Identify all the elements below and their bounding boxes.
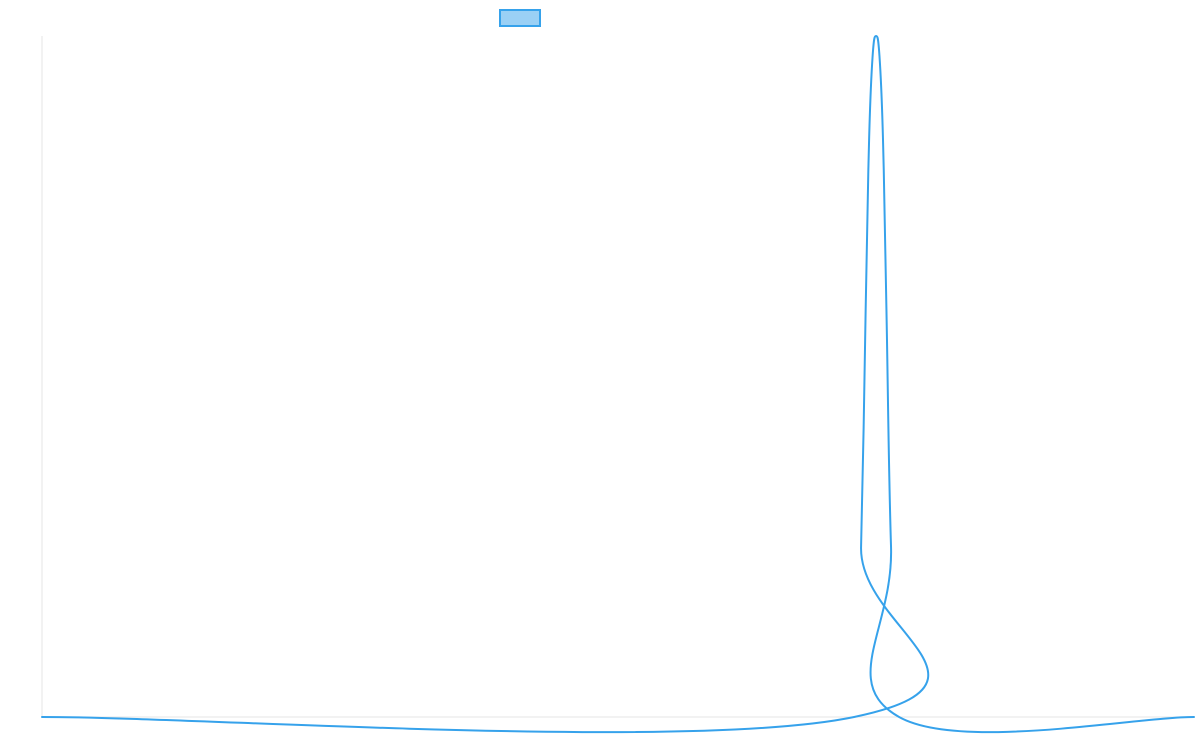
legend-color-box[interactable] [499, 9, 541, 27]
plot-area [41, 35, 1195, 734]
series-line-0[interactable] [41, 35, 1195, 734]
legend[interactable] [499, 9, 541, 27]
